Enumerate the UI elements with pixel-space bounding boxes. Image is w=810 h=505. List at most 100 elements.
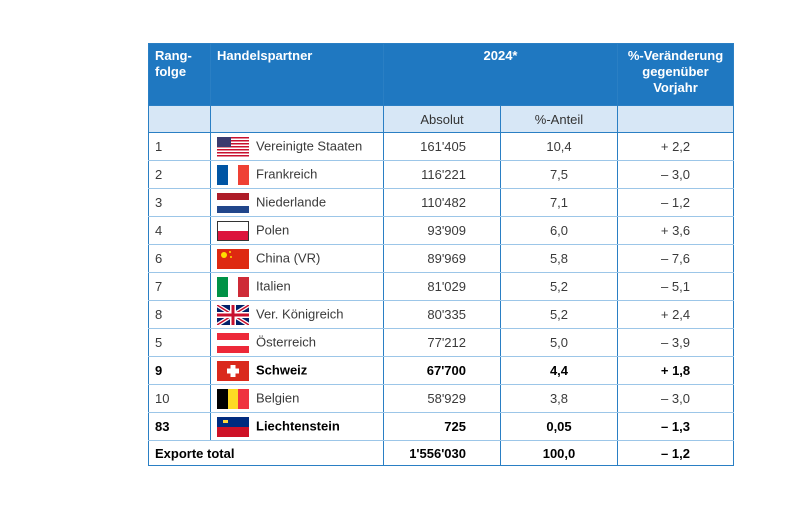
rank-cell: 3 <box>148 188 211 217</box>
rank-cell: 8 <box>148 300 211 329</box>
flag-icon <box>217 276 249 297</box>
subheader-absolute: Absolut <box>383 105 501 133</box>
flag-icon <box>217 248 249 269</box>
change-cell: + 3,6 <box>617 216 734 245</box>
change-cell: – 3,0 <box>617 384 734 413</box>
flag-icon <box>217 360 249 381</box>
change-cell: + 2,2 <box>617 132 734 161</box>
absolute-cell: 116'221 <box>383 160 501 189</box>
partner-name: Österreich <box>256 333 316 349</box>
share-cell: 7,5 <box>500 160 618 189</box>
partner-name: Schweiz <box>256 361 308 377</box>
partner-cell: Schweiz <box>210 356 384 385</box>
data-row: 3 Niederlande 110'482 7,1– 1,2 <box>148 188 734 217</box>
rank-cell: 7 <box>148 272 211 301</box>
trade-table: Rang- folge Handelspartner 2024* %-Verän… <box>148 43 734 466</box>
share-cell: 4,4 <box>500 356 618 385</box>
data-row: 2 Frankreich 116'221 7,5– 3,0 <box>148 160 734 189</box>
partner-cell: Österreich <box>210 328 384 357</box>
total-change: – 1,2 <box>617 440 734 466</box>
rank-cell: 1 <box>148 132 211 161</box>
absolute-cell: 81'029 <box>383 272 501 301</box>
flag-icon <box>217 136 249 157</box>
partner-name: Vereinigte Staaten <box>256 137 363 153</box>
header-change: %-Veränderung gegenüber Vorjahr <box>617 43 734 106</box>
change-cell: – 3,9 <box>617 328 734 357</box>
change-cell: – 7,6 <box>617 244 734 273</box>
partner-cell: Vereinigte Staaten <box>210 132 384 161</box>
rank-cell: 9 <box>148 356 211 385</box>
rank-cell: 6 <box>148 244 211 273</box>
share-cell: 5,8 <box>500 244 618 273</box>
partner-cell: Italien <box>210 272 384 301</box>
table-body: 1 Vereinigte Staaten 161'405 10,4 + 2,2 2 Fran… <box>148 132 734 441</box>
absolute-cell: 89'969 <box>383 244 501 273</box>
partner-cell: Belgien <box>210 384 384 413</box>
partner-name: Belgien <box>256 389 300 405</box>
absolute-cell: 161'405 <box>383 132 501 161</box>
rank-cell: 4 <box>148 216 211 245</box>
flag-icon <box>217 304 249 325</box>
data-row: 8 Ver. Königreich 80'335 5,2 + 2,4 <box>148 300 734 329</box>
subheader-share: %-Anteil <box>500 105 618 133</box>
partner-cell: Ver. Königreich <box>210 300 384 329</box>
absolute-cell: 93'909 <box>383 216 501 245</box>
share-cell: 5,2 <box>500 300 618 329</box>
flag-icon <box>217 388 249 409</box>
data-row: 4 Polen 93'909 6,0 + 3,6 <box>148 216 734 245</box>
partner-cell: China (VR) <box>210 244 384 273</box>
change-cell: – 3,0 <box>617 160 734 189</box>
data-row: 7 Italien 81'029 5,2– 5,1 <box>148 272 734 301</box>
header-year: 2024* <box>383 43 618 106</box>
data-row: 83 Liechtenstein 725 0,05– 1,3 <box>148 412 734 441</box>
empty-cell <box>210 105 384 133</box>
flag-icon <box>217 220 249 241</box>
absolute-cell: 80'335 <box>383 300 501 329</box>
absolute-cell: 77'212 <box>383 328 501 357</box>
header-row: Rang- folge Handelspartner 2024* %-Verän… <box>148 43 734 106</box>
absolute-cell: 725 <box>383 412 501 441</box>
share-cell: 10,4 <box>500 132 618 161</box>
change-cell: – 1,2 <box>617 188 734 217</box>
empty-cell <box>148 105 211 133</box>
change-cell: + 2,4 <box>617 300 734 329</box>
partner-name: Ver. Königreich <box>256 305 344 321</box>
partner-cell: Niederlande <box>210 188 384 217</box>
flag-icon <box>217 416 249 437</box>
data-row: 5 Österreich 77'212 5,0– 3,9 <box>148 328 734 357</box>
partner-name: Italien <box>256 277 291 293</box>
partner-cell: Liechtenstein <box>210 412 384 441</box>
header-partner: Handelspartner <box>210 43 384 106</box>
flag-icon <box>217 192 249 213</box>
flag-icon <box>217 332 249 353</box>
share-cell: 7,1 <box>500 188 618 217</box>
absolute-cell: 67'700 <box>383 356 501 385</box>
partner-name: Frankreich <box>256 165 318 181</box>
subheader-row: Absolut %-Anteil <box>148 105 734 133</box>
change-cell: – 1,3 <box>617 412 734 441</box>
partner-cell: Frankreich <box>210 160 384 189</box>
share-cell: 5,2 <box>500 272 618 301</box>
rank-cell: 5 <box>148 328 211 357</box>
total-share: 100,0 <box>500 440 618 466</box>
absolute-cell: 58'929 <box>383 384 501 413</box>
total-label: Exporte total <box>148 440 384 466</box>
total-row: Exporte total 1'556'030 100,0 – 1,2 <box>148 440 734 466</box>
partner-name: China (VR) <box>256 249 321 265</box>
rank-cell: 83 <box>148 412 211 441</box>
partner-name: Polen <box>256 221 290 237</box>
share-cell: 0,05 <box>500 412 618 441</box>
data-row: 6 China (VR) 89'969 5,8– 7,6 <box>148 244 734 273</box>
data-row: 10 Belgien 58'929 3,8– 3,0 <box>148 384 734 413</box>
partner-name: Niederlande <box>256 193 327 209</box>
header-rank: Rang- folge <box>148 43 211 106</box>
flag-icon <box>217 164 249 185</box>
rank-cell: 2 <box>148 160 211 189</box>
rank-cell: 10 <box>148 384 211 413</box>
share-cell: 6,0 <box>500 216 618 245</box>
absolute-cell: 110'482 <box>383 188 501 217</box>
data-row: 9 Schweiz 67'700 4,4 + 1,8 <box>148 356 734 385</box>
partner-name: Liechtenstein <box>256 417 340 433</box>
partner-cell: Polen <box>210 216 384 245</box>
